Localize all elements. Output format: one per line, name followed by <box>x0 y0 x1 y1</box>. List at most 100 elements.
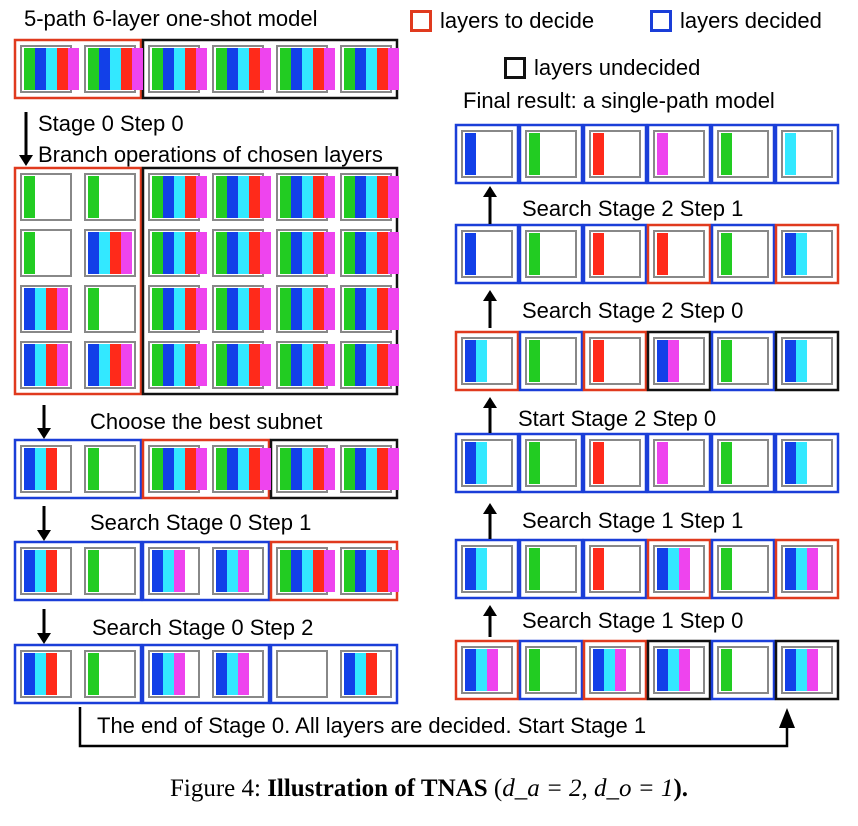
layer-group-box <box>646 639 712 701</box>
layer-group-box <box>454 330 520 392</box>
op-stripe-b <box>785 340 796 382</box>
op-stripe-r <box>46 653 57 695</box>
legend-decided-swatch <box>650 10 672 32</box>
op-stripe-g <box>344 550 355 592</box>
op-stripe-b <box>355 288 366 330</box>
op-stripe-b <box>88 232 99 274</box>
stage-transition-line <box>78 707 789 748</box>
op-stripe-c <box>238 48 249 90</box>
op-stripe-b <box>465 340 476 382</box>
op-stripe-m <box>196 288 207 330</box>
op-stripe-g <box>216 48 227 90</box>
op-stripe-m <box>668 340 679 382</box>
search-stage2-step0-label: Search Stage 2 Step 0 <box>522 298 744 323</box>
op-stripe-c <box>302 48 313 90</box>
op-stripe-g <box>216 176 227 218</box>
op-stripe-g <box>152 232 163 274</box>
op-stripe-c <box>99 232 110 274</box>
layer-group-box <box>13 540 143 602</box>
op-stripe-g <box>216 288 227 330</box>
legend-to-decide-swatch <box>410 10 432 32</box>
layer-group-box <box>518 432 584 494</box>
op-stripe-r <box>46 344 57 386</box>
layer-group-box <box>141 643 271 705</box>
op-stripe-g <box>88 48 99 90</box>
op-stripe-g <box>280 176 291 218</box>
op-stripe-c <box>99 344 110 386</box>
op-stripe-b <box>593 649 604 691</box>
op-stripe-g <box>24 176 35 218</box>
op-stripe-m <box>260 48 271 90</box>
op-stripe-c <box>668 649 679 691</box>
op-stripe-m <box>238 653 249 695</box>
op-stripe-b <box>227 344 238 386</box>
choose-best-subnet-label: Choose the best subnet <box>90 409 323 434</box>
caption-formula-open: ( <box>487 775 503 802</box>
op-stripe-r <box>366 653 377 695</box>
op-stripe-r <box>249 344 260 386</box>
op-stripe-m <box>238 550 249 592</box>
op-stripe-b <box>355 232 366 274</box>
op-stripe-b <box>216 550 227 592</box>
op-stripe-m <box>388 232 399 274</box>
op-stripe-g <box>721 548 732 590</box>
op-stripe-b <box>291 448 302 490</box>
op-stripe-g <box>24 48 35 90</box>
op-stripe-m <box>324 176 335 218</box>
op-stripe-c <box>174 176 185 218</box>
op-stripe-b <box>465 649 476 691</box>
op-stripe-c <box>174 448 185 490</box>
op-stripe-c <box>238 232 249 274</box>
arrow-head <box>37 530 51 541</box>
op-stripe-m <box>260 176 271 218</box>
op-stripe-r <box>46 550 57 592</box>
op-stripe-b <box>227 448 238 490</box>
op-stripe-b <box>35 48 46 90</box>
op-stripe-b <box>216 653 227 695</box>
op-stripe-r <box>593 340 604 382</box>
op-stripe-g <box>344 448 355 490</box>
layer-group-box <box>269 643 399 705</box>
op-stripe-c <box>227 653 238 695</box>
op-stripe-r <box>377 48 388 90</box>
op-stripe-r <box>57 48 68 90</box>
op-stripe-g <box>88 176 99 218</box>
op-stripe-g <box>88 448 99 490</box>
op-stripe-m <box>57 344 68 386</box>
op-stripe-b <box>785 649 796 691</box>
op-stripe-m <box>679 649 690 691</box>
op-stripe-g <box>88 550 99 592</box>
op-stripe-c <box>174 288 185 330</box>
op-stripe-b <box>291 176 302 218</box>
op-stripe-c <box>796 442 807 484</box>
op-stripe-b <box>657 649 668 691</box>
layer-group-box <box>13 438 143 500</box>
op-stripe-m <box>324 448 335 490</box>
op-stripe-g <box>280 344 291 386</box>
layer-group-box <box>454 123 520 185</box>
op-stripe-m <box>324 550 335 592</box>
layer-group-box <box>710 639 776 701</box>
op-stripe-g <box>529 233 540 275</box>
op-stripe-c <box>796 340 807 382</box>
op-stripe-b <box>291 232 302 274</box>
layer-group-box <box>582 223 648 285</box>
op-stripe-b <box>355 448 366 490</box>
op-stripe-b <box>465 133 476 175</box>
layer-group-box <box>710 123 776 185</box>
layer-group-box <box>774 330 840 392</box>
legend-undecided-label: layers undecided <box>534 55 701 80</box>
op-stripe-b <box>657 548 668 590</box>
layer-group-box <box>13 643 143 705</box>
search-stage1-step1-label: Search Stage 1 Step 1 <box>522 508 744 533</box>
op-stripe-c <box>302 550 313 592</box>
diagram-title: 5-path 6-layer one-shot model <box>24 6 318 31</box>
op-stripe-c <box>604 649 615 691</box>
layer-cell <box>276 650 328 698</box>
op-stripe-r <box>249 176 260 218</box>
op-stripe-b <box>163 176 174 218</box>
op-stripe-c <box>238 176 249 218</box>
legend-undecided-swatch <box>504 57 526 79</box>
op-stripe-r <box>249 232 260 274</box>
layer-group-box <box>454 538 520 600</box>
